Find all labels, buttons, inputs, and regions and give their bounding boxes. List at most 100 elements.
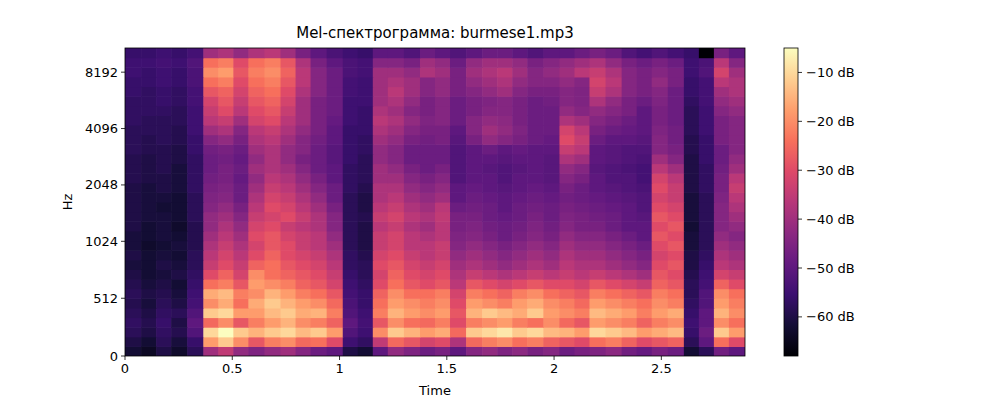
cell xyxy=(466,260,483,270)
cell xyxy=(589,240,606,250)
cell xyxy=(187,163,204,173)
cell xyxy=(358,173,374,183)
cell xyxy=(233,260,249,270)
cell xyxy=(497,115,513,125)
cell xyxy=(482,58,498,68)
cell xyxy=(373,202,389,212)
cell xyxy=(512,125,528,135)
cell xyxy=(668,115,685,125)
cell xyxy=(589,48,606,58)
cell xyxy=(527,279,544,289)
cell xyxy=(668,231,685,241)
cell xyxy=(450,173,467,183)
cell xyxy=(281,240,297,250)
cell xyxy=(527,58,544,68)
cell xyxy=(203,250,219,260)
cell xyxy=(668,279,685,289)
cell xyxy=(652,289,669,299)
cell xyxy=(527,250,544,260)
cell xyxy=(404,77,421,87)
cell xyxy=(171,308,188,318)
cell xyxy=(574,154,590,164)
cell xyxy=(264,106,281,116)
cell xyxy=(248,327,265,337)
cell xyxy=(589,86,606,96)
cell xyxy=(637,135,653,145)
cell xyxy=(574,115,590,125)
cell xyxy=(559,327,575,337)
cell xyxy=(404,212,421,222)
cell xyxy=(388,183,405,193)
cell xyxy=(420,77,436,87)
cell xyxy=(420,173,436,183)
cell xyxy=(684,346,700,356)
cell xyxy=(388,298,405,308)
cell xyxy=(156,192,172,202)
y-tick-label: 1024 xyxy=(85,234,118,249)
cell xyxy=(497,279,513,289)
cell xyxy=(497,289,513,299)
cell xyxy=(281,154,297,164)
cell xyxy=(684,327,700,337)
cell xyxy=(404,308,421,318)
title: Mel-спектрограмма: burmese1.mp3 xyxy=(296,24,574,42)
cell xyxy=(233,192,249,202)
cell xyxy=(606,289,623,299)
cell xyxy=(497,86,513,96)
cell xyxy=(482,231,498,241)
cell xyxy=(435,317,451,327)
cell xyxy=(125,327,142,337)
cell xyxy=(404,58,421,68)
cell xyxy=(543,154,560,164)
cell xyxy=(729,163,745,173)
cell xyxy=(729,183,745,193)
cell xyxy=(699,192,715,202)
cell xyxy=(622,327,638,337)
cell xyxy=(684,250,700,260)
cell xyxy=(729,250,745,260)
cell xyxy=(527,346,544,356)
cell xyxy=(622,125,638,135)
cell xyxy=(606,163,623,173)
cell xyxy=(450,135,467,145)
cell xyxy=(281,212,297,222)
cell xyxy=(512,77,528,87)
cell xyxy=(404,260,421,270)
cell xyxy=(281,183,297,193)
cell xyxy=(729,135,745,145)
cell xyxy=(203,212,219,222)
cell xyxy=(652,183,669,193)
cell xyxy=(684,144,700,154)
cell xyxy=(311,212,328,222)
y-tick-label: 8192 xyxy=(85,65,118,80)
cell xyxy=(203,298,219,308)
cell xyxy=(404,221,421,231)
cell xyxy=(327,67,344,77)
cell xyxy=(233,144,249,154)
cell xyxy=(637,48,653,58)
cell xyxy=(311,173,328,183)
cell xyxy=(714,240,730,250)
cell xyxy=(714,250,730,260)
cell xyxy=(606,183,623,193)
cell xyxy=(404,144,421,154)
cell xyxy=(125,144,142,154)
cell xyxy=(574,260,590,270)
cell xyxy=(281,96,297,106)
cell xyxy=(171,289,188,299)
cell xyxy=(450,221,467,231)
cell xyxy=(327,154,344,164)
cell xyxy=(559,240,575,250)
cell xyxy=(358,77,374,87)
cell xyxy=(233,96,249,106)
cell xyxy=(373,77,389,87)
cell xyxy=(589,77,606,87)
cell xyxy=(714,96,730,106)
cell xyxy=(296,279,312,289)
cell xyxy=(652,337,669,347)
cell xyxy=(574,77,590,87)
cell xyxy=(559,289,575,299)
cell xyxy=(125,58,142,68)
cell xyxy=(652,221,669,231)
cell xyxy=(543,308,560,318)
